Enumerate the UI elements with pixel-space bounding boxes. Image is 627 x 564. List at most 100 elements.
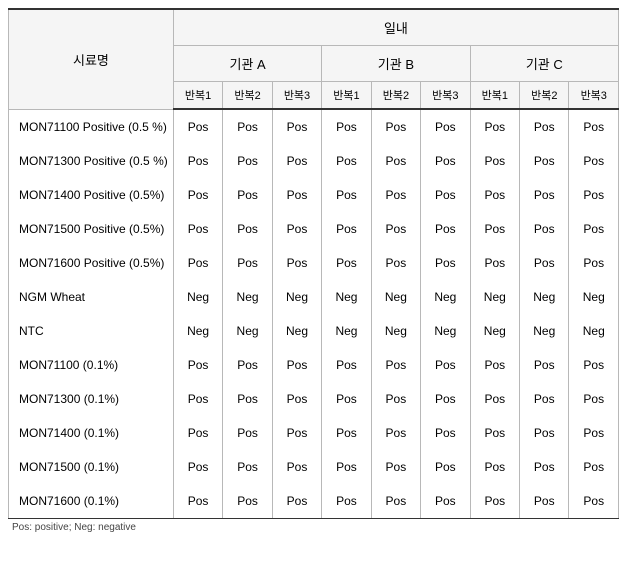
result-cell: Pos (520, 178, 569, 212)
result-cell: Pos (520, 450, 569, 484)
result-cell: Pos (272, 178, 321, 212)
result-cell: Neg (173, 280, 222, 314)
sample-name-cell: MON71500 Positive (0.5%) (9, 212, 174, 246)
col-header-institute-b: 기관 B (322, 46, 470, 82)
table-body: MON71100 Positive (0.5 %)PosPosPosPosPos… (9, 109, 619, 519)
col-header-rep: 반복3 (569, 82, 619, 110)
result-cell: Pos (520, 484, 569, 519)
result-cell: Neg (470, 280, 519, 314)
result-cell: Neg (223, 314, 272, 348)
result-cell: Pos (173, 178, 222, 212)
result-cell: Pos (470, 144, 519, 178)
result-cell: Pos (272, 109, 321, 144)
result-cell: Pos (322, 178, 371, 212)
result-cell: Pos (322, 212, 371, 246)
result-cell: Pos (470, 348, 519, 382)
result-cell: Pos (421, 178, 470, 212)
result-cell: Pos (520, 109, 569, 144)
col-header-rep: 반복2 (223, 82, 272, 110)
result-cell: Pos (569, 450, 619, 484)
result-cell: Neg (223, 280, 272, 314)
result-cell: Neg (569, 280, 619, 314)
result-cell: Pos (322, 382, 371, 416)
result-cell: Pos (272, 144, 321, 178)
result-cell: Pos (173, 450, 222, 484)
result-cell: Pos (569, 178, 619, 212)
result-cell: Pos (223, 450, 272, 484)
result-cell: Pos (470, 109, 519, 144)
result-cell: Pos (421, 212, 470, 246)
sample-name-cell: NGM Wheat (9, 280, 174, 314)
result-cell: Pos (569, 246, 619, 280)
result-cell: Neg (173, 314, 222, 348)
result-cell: Pos (470, 178, 519, 212)
result-cell: Pos (421, 144, 470, 178)
col-header-institute-c: 기관 C (470, 46, 618, 82)
result-cell: Pos (173, 212, 222, 246)
result-cell: Pos (569, 484, 619, 519)
result-cell: Pos (520, 212, 569, 246)
result-cell: Pos (569, 382, 619, 416)
result-cell: Pos (470, 246, 519, 280)
result-cell: Pos (470, 212, 519, 246)
result-cell: Pos (520, 382, 569, 416)
result-cell: Pos (371, 484, 420, 519)
result-cell: Pos (322, 109, 371, 144)
table-row: NTCNegNegNegNegNegNegNegNegNeg (9, 314, 619, 348)
result-cell: Pos (322, 416, 371, 450)
result-cell: Pos (520, 348, 569, 382)
result-cell: Pos (272, 382, 321, 416)
col-header-rep: 반복1 (470, 82, 519, 110)
result-cell: Neg (520, 280, 569, 314)
sample-name-cell: MON71100 (0.1%) (9, 348, 174, 382)
sample-name-cell: MON71500 (0.1%) (9, 450, 174, 484)
col-header-top-group: 일내 (173, 9, 618, 46)
result-cell: Pos (173, 416, 222, 450)
result-cell: Pos (421, 484, 470, 519)
result-cell: Neg (470, 314, 519, 348)
result-cell: Pos (173, 246, 222, 280)
result-cell: Neg (569, 314, 619, 348)
sample-name-cell: MON71100 Positive (0.5 %) (9, 109, 174, 144)
result-cell: Pos (272, 416, 321, 450)
result-cell: Pos (173, 484, 222, 519)
result-cell: Pos (371, 246, 420, 280)
result-cell: Pos (322, 484, 371, 519)
result-cell: Pos (322, 450, 371, 484)
result-cell: Pos (421, 246, 470, 280)
result-cell: Pos (322, 144, 371, 178)
result-cell: Pos (223, 484, 272, 519)
table-footnote: Pos: positive; Neg: negative (8, 519, 619, 533)
result-cell: Pos (371, 144, 420, 178)
result-cell: Pos (520, 144, 569, 178)
result-cell: Pos (223, 212, 272, 246)
result-cell: Pos (470, 450, 519, 484)
result-cell: Pos (173, 348, 222, 382)
result-cell: Pos (569, 416, 619, 450)
result-cell: Pos (569, 348, 619, 382)
result-cell: Pos (223, 348, 272, 382)
result-cell: Pos (223, 416, 272, 450)
result-cell: Pos (421, 382, 470, 416)
table-row: MON71300 (0.1%)PosPosPosPosPosPosPosPosP… (9, 382, 619, 416)
result-cell: Neg (322, 280, 371, 314)
col-header-rep: 반복3 (272, 82, 321, 110)
result-cell: Pos (272, 484, 321, 519)
table-row: MON71600 (0.1%)PosPosPosPosPosPosPosPosP… (9, 484, 619, 519)
result-cell: Pos (322, 348, 371, 382)
result-cell: Pos (272, 348, 321, 382)
result-cell: Pos (371, 382, 420, 416)
result-cell: Pos (173, 144, 222, 178)
result-cell: Pos (421, 416, 470, 450)
result-cell: Pos (371, 212, 420, 246)
result-cell: Pos (569, 109, 619, 144)
col-header-rep: 반복3 (421, 82, 470, 110)
result-cell: Pos (322, 246, 371, 280)
table-row: MON71500 (0.1%)PosPosPosPosPosPosPosPosP… (9, 450, 619, 484)
result-cell: Pos (371, 109, 420, 144)
col-header-rep: 반복1 (173, 82, 222, 110)
result-cell: Pos (470, 416, 519, 450)
table-header: 시료명 일내 기관 A 기관 B 기관 C 반복1 반복2 반복3 반복1 반복… (9, 9, 619, 109)
table-row: MON71100 (0.1%)PosPosPosPosPosPosPosPosP… (9, 348, 619, 382)
result-cell: Pos (223, 246, 272, 280)
